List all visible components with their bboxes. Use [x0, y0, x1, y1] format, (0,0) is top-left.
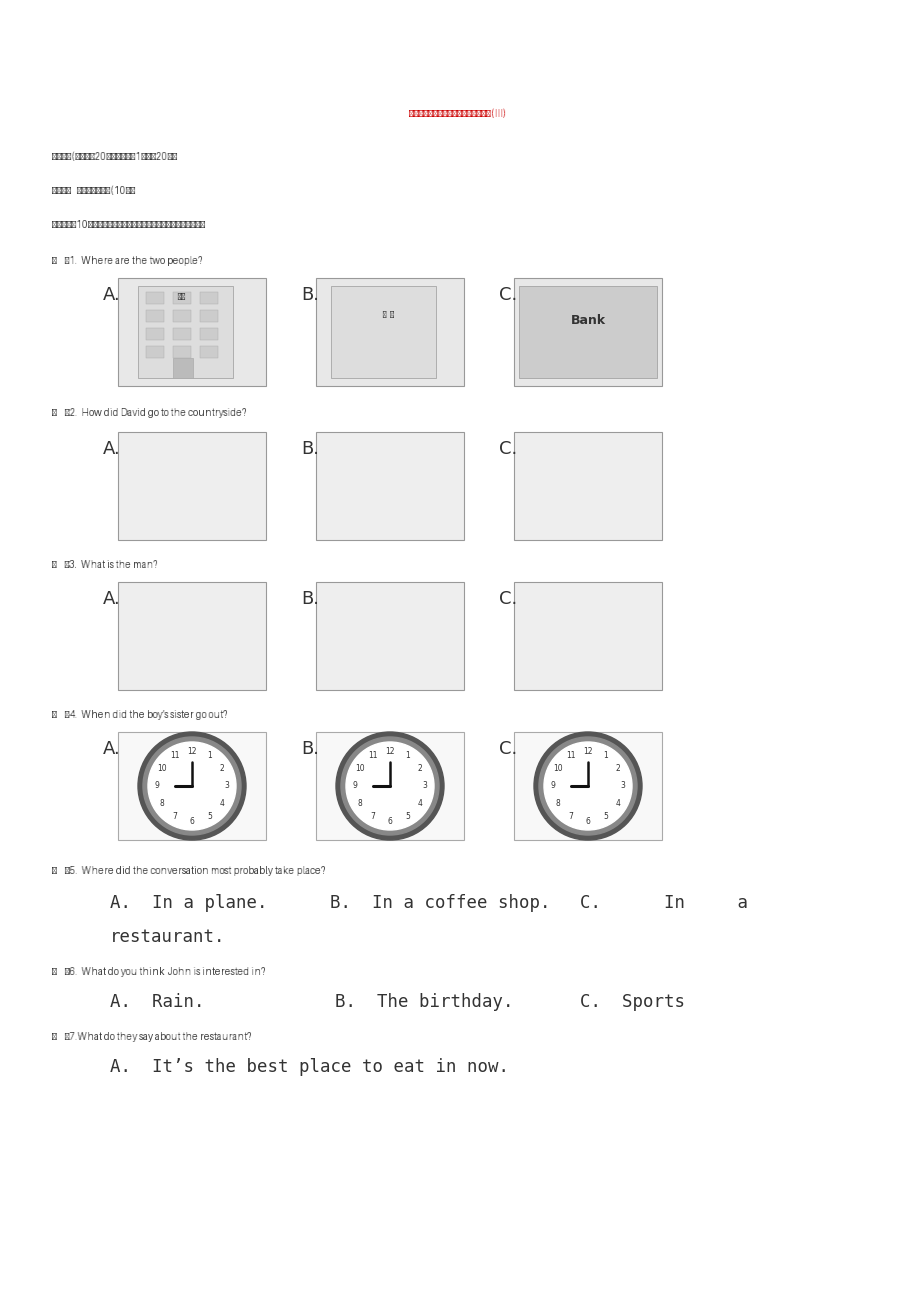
Text: 12: 12 [583, 746, 592, 755]
Bar [199, 328, 218, 340]
Bar [118, 582, 266, 690]
Bar [514, 582, 662, 690]
Bar [514, 432, 662, 540]
Text: 9: 9 [352, 781, 357, 790]
Text: 5: 5 [404, 812, 410, 820]
Text: 12: 12 [187, 746, 197, 755]
Bar [518, 286, 656, 378]
Bar [514, 732, 662, 840]
Text: restaurant.: restaurant. [110, 928, 225, 947]
Bar [118, 732, 266, 840]
Text: 10: 10 [157, 764, 166, 773]
Text: 3: 3 [620, 781, 625, 790]
Text: 2: 2 [615, 764, 620, 773]
Text: 7: 7 [172, 812, 176, 820]
Text: 8: 8 [357, 799, 362, 809]
Bar [199, 310, 218, 322]
Circle shape [148, 742, 236, 829]
Bar [173, 346, 191, 358]
Text: A.: A. [103, 590, 120, 608]
Text: C.  Sports: C. Sports [579, 993, 685, 1010]
Text: 10: 10 [552, 764, 562, 773]
Bar [331, 286, 436, 378]
Bar [173, 358, 193, 378]
Bar [173, 292, 191, 303]
Circle shape [142, 737, 241, 835]
Text: A.  It’s the best place to eat in now.: A. It’s the best place to eat in now. [110, 1059, 508, 1075]
Circle shape [335, 732, 444, 840]
Text: 2: 2 [417, 764, 422, 773]
Circle shape [533, 732, 641, 840]
Bar [138, 286, 233, 378]
Bar [146, 292, 164, 303]
Text: B.: B. [301, 286, 319, 303]
Text: C.: C. [498, 286, 516, 303]
Text: B.  The birthday.: B. The birthday. [335, 993, 513, 1010]
Text: A.  In a plane.: A. In a plane. [110, 894, 267, 911]
Text: 6: 6 [584, 816, 590, 825]
Text: 1: 1 [404, 751, 410, 760]
Text: 1: 1 [603, 751, 607, 760]
Bar [315, 732, 463, 840]
Text: Bank: Bank [570, 314, 605, 327]
Text: A.: A. [103, 286, 120, 303]
Text: 5: 5 [603, 812, 607, 820]
Text: 2: 2 [220, 764, 224, 773]
Bar [315, 582, 463, 690]
Text: B.: B. [301, 440, 319, 458]
Text: 4: 4 [615, 799, 620, 809]
Text: C.      In     a: C. In a [579, 894, 747, 911]
Text: 11: 11 [368, 751, 377, 760]
Text: 1: 1 [207, 751, 211, 760]
Text: B.: B. [301, 590, 319, 608]
Text: 11: 11 [170, 751, 179, 760]
Circle shape [543, 742, 631, 829]
Text: 6: 6 [387, 816, 392, 825]
Text: 7: 7 [369, 812, 375, 820]
Bar [199, 346, 218, 358]
Text: 8: 8 [555, 799, 560, 809]
Text: A.: A. [103, 740, 120, 758]
Text: 10: 10 [355, 764, 364, 773]
Text: 8: 8 [159, 799, 164, 809]
Text: A.: A. [103, 440, 120, 458]
Bar [118, 279, 266, 385]
Bar [173, 328, 191, 340]
Text: C.: C. [498, 740, 516, 758]
Text: 9: 9 [550, 781, 555, 790]
Circle shape [138, 732, 245, 840]
Text: 9: 9 [154, 781, 159, 790]
Text: 3: 3 [422, 781, 427, 790]
Text: 6: 6 [189, 816, 194, 825]
Text: 4: 4 [220, 799, 224, 809]
Bar [514, 279, 662, 385]
Text: 11: 11 [565, 751, 574, 760]
Circle shape [341, 737, 438, 835]
Text: A.  Rain.: A. Rain. [110, 993, 204, 1010]
Text: 5: 5 [207, 812, 211, 820]
Bar [199, 292, 218, 303]
Text: 12: 12 [385, 746, 394, 755]
Text: B.  In a coffee shop.: B. In a coffee shop. [330, 894, 550, 911]
Bar [315, 279, 463, 385]
Text: C.: C. [498, 590, 516, 608]
Bar [146, 310, 164, 322]
Circle shape [539, 737, 636, 835]
Text: C.: C. [498, 440, 516, 458]
Bar [173, 310, 191, 322]
Text: 7: 7 [567, 812, 573, 820]
Bar [315, 432, 463, 540]
Bar [146, 328, 164, 340]
Circle shape [346, 742, 434, 829]
Bar [146, 346, 164, 358]
Text: B.: B. [301, 740, 319, 758]
Bar [118, 432, 266, 540]
Text: 4: 4 [417, 799, 423, 809]
Text: 3: 3 [224, 781, 229, 790]
